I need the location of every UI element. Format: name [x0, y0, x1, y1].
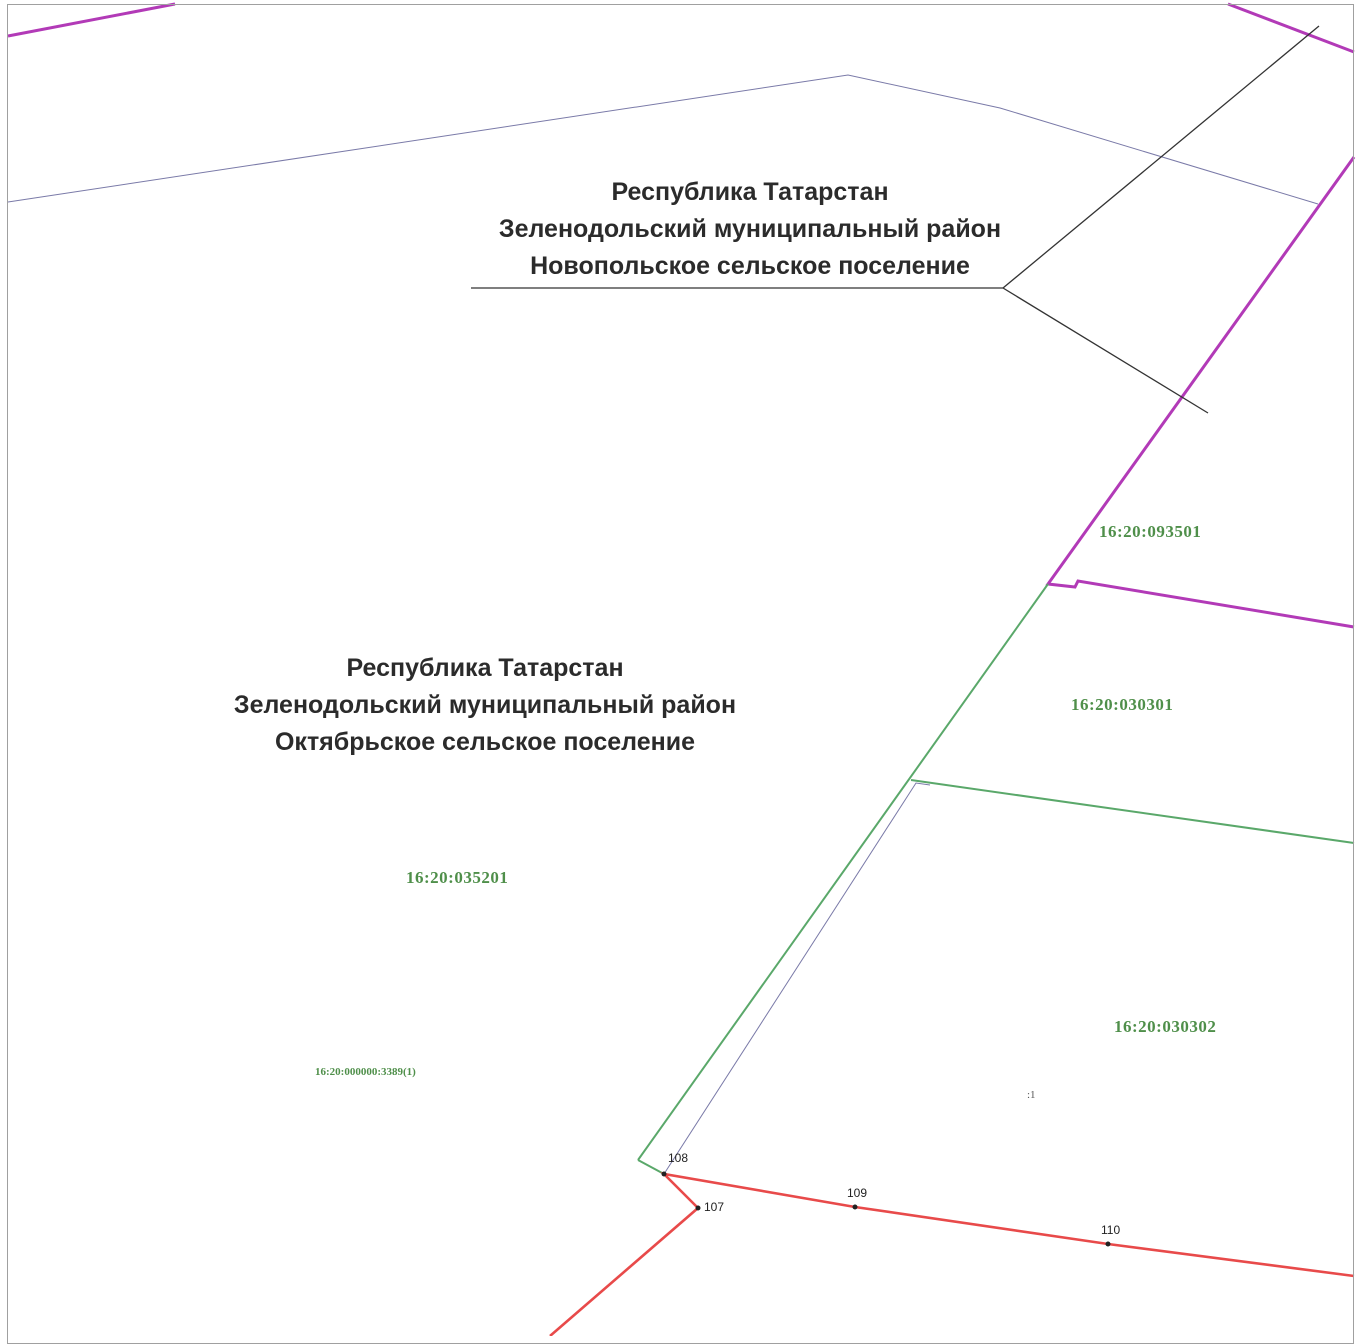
quarter-boundary-lines: [637, 583, 1355, 1175]
parcel-boundary-lines: [549, 1172, 1355, 1336]
contour-line-upper: [7, 74, 1319, 205]
region-label-republic: Республика Татарстан: [346, 654, 624, 682]
callout-leader-lines: [471, 25, 1320, 414]
quarter-boundary-hook: [637, 1159, 665, 1175]
settlement-boundary-top-left: [7, 2, 176, 38]
parcel-number-label: :1: [1027, 1089, 1036, 1101]
point-marker-107: [695, 1205, 701, 1211]
callout-leader-up: [1002, 25, 1320, 289]
settlement-boundary-top-right: [1227, 2, 1355, 54]
quarter-boundary-diagonal: [637, 583, 1049, 1161]
region-label-oktyabrskoe: Республика Татарстан Зеленодольский муни…: [175, 650, 795, 761]
region-label-republic: Республика Татарстан: [611, 178, 889, 206]
point-marker-109: [852, 1204, 858, 1210]
cadastral-quarter-label: 16:20:093501: [1099, 522, 1202, 541]
cadastral-quarter-label: 16:20:035201: [406, 868, 509, 887]
point-label-107: 107: [704, 1200, 725, 1214]
point-marker-110: [1105, 1241, 1111, 1247]
region-label-novopolskoe: Республика Татарстан Зеленодольский муни…: [440, 174, 1060, 285]
settlement-boundary-lines: [7, 2, 1356, 629]
settlement-boundary-main: [1045, 156, 1356, 629]
region-label-district: Зеленодольский муниципальный район: [233, 691, 737, 719]
parcel-boundary-main: [549, 1172, 1355, 1336]
cadastral-parcel-label: 16:20:000000:3389(1): [315, 1066, 416, 1078]
inner-parcel-line: [663, 782, 931, 1175]
point-label-108: 108: [668, 1151, 689, 1165]
region-label-settlement: Октябрьское сельское поселение: [274, 728, 696, 756]
point-marker-108: [661, 1171, 667, 1177]
callout-leader-down: [1002, 287, 1209, 414]
point-label-109: 109: [847, 1186, 868, 1200]
region-label-settlement: Новопольское сельское поселение: [530, 252, 970, 280]
region-label-district: Зеленодольский муниципальный район: [498, 215, 1002, 243]
boundary-point-markers: [661, 1171, 1111, 1247]
cadastral-quarter-label: 16:20:030301: [1071, 695, 1174, 714]
quarter-boundary-horizontal: [910, 779, 1355, 844]
point-label-110: 110: [1101, 1223, 1121, 1237]
cadastral-quarter-label: 16:20:030302: [1114, 1017, 1217, 1036]
